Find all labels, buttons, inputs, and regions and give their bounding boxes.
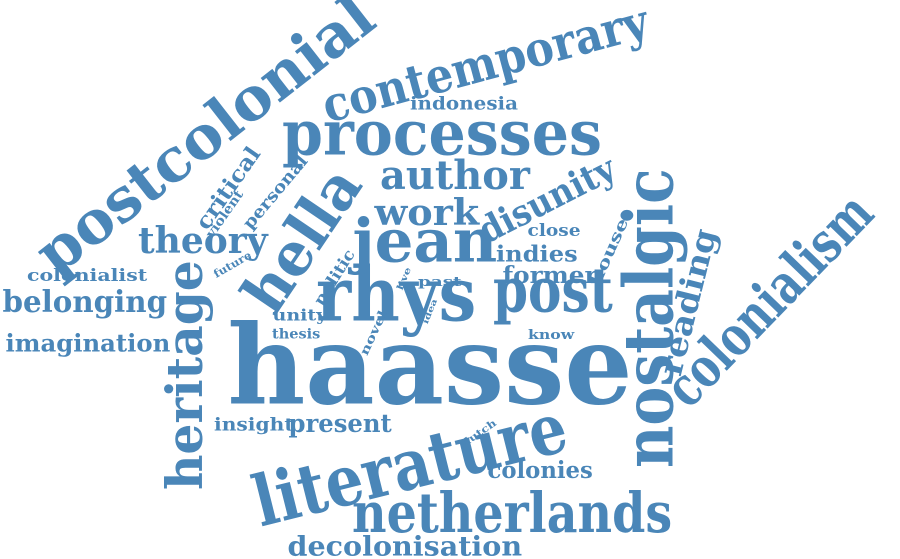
word-processes: processes — [282, 95, 602, 170]
word-indies: indies — [496, 241, 578, 267]
word-former: former — [502, 262, 598, 290]
word-colonialist: colonialist — [26, 264, 148, 286]
word-haasse: haasse — [227, 300, 633, 430]
word-author: author — [380, 151, 530, 199]
word-insight: insight — [214, 413, 294, 435]
word-know: know — [528, 326, 575, 343]
word-past: past — [418, 273, 462, 290]
word-unity: unity — [272, 306, 328, 325]
word-jean: jean — [352, 205, 498, 277]
word-imagination: imagination — [5, 329, 171, 358]
word-decolonisation: decolonisation — [287, 530, 523, 559]
word-indonesia: indonesia — [410, 92, 518, 114]
word-theory: theory — [138, 219, 268, 262]
word-netherlands: netherlands — [352, 480, 673, 545]
word-work: work — [374, 191, 480, 234]
word-colonies: colonies — [487, 457, 593, 485]
word-rhys: rhys — [316, 250, 477, 339]
word-heritage: heritage — [155, 260, 215, 490]
word-close: close — [527, 219, 581, 241]
word-post: post — [493, 252, 613, 327]
word-present: present — [288, 408, 392, 439]
word-thesis: thesis — [272, 325, 321, 342]
word-belonging: belonging — [2, 284, 168, 320]
